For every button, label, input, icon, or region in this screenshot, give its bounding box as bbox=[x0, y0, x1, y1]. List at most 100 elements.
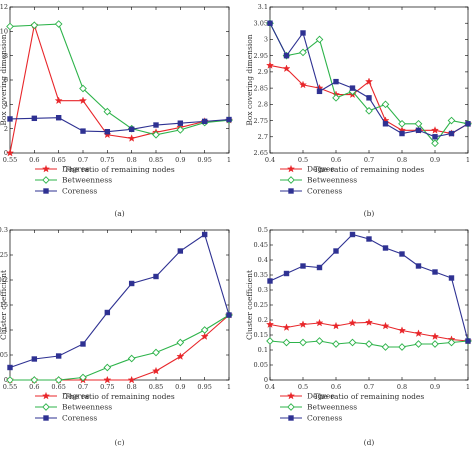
data-point-coreness bbox=[104, 129, 111, 135]
data-point-degree bbox=[6, 148, 14, 157]
data-point-betweenness bbox=[30, 376, 39, 384]
data-point-degree bbox=[54, 96, 63, 105]
x-tick-label: 0.85 bbox=[149, 156, 163, 164]
data-point-betweenness bbox=[282, 338, 291, 347]
y-tick-label: 0.4 bbox=[258, 256, 268, 264]
series-coreness bbox=[267, 231, 471, 344]
y-tick-label: 3 bbox=[264, 36, 268, 44]
legend-marker bbox=[42, 164, 50, 173]
data-point-betweenness bbox=[398, 119, 406, 128]
data-point-coreness bbox=[333, 248, 339, 254]
series-coreness bbox=[7, 115, 232, 135]
data-point-degree bbox=[381, 321, 390, 330]
legend-label: Degree bbox=[62, 165, 90, 174]
data-point-betweenness bbox=[414, 119, 423, 128]
series-line-betweenness bbox=[10, 314, 230, 381]
data-point-coreness bbox=[300, 30, 306, 36]
y-tick-label: 0.5 bbox=[258, 226, 268, 234]
panel-label: (c) bbox=[114, 438, 124, 447]
y-tick-label: 0.1 bbox=[258, 346, 268, 354]
series-betweenness bbox=[6, 311, 233, 384]
data-point-degree bbox=[103, 375, 112, 384]
legend-label: Betweenness bbox=[307, 403, 357, 412]
x-tick-label: 0.7 bbox=[364, 156, 374, 164]
data-point-betweenness bbox=[79, 84, 87, 93]
data-point-betweenness bbox=[365, 106, 373, 115]
x-tick-label: 0.9 bbox=[430, 156, 440, 164]
x-tick-label: 0.75 bbox=[100, 383, 114, 391]
x-tick-label: 0.65 bbox=[51, 383, 65, 391]
legend-label: Degree bbox=[62, 392, 90, 401]
x-tick-label: 0.7 bbox=[78, 383, 88, 391]
y-tick-label: 2.65 bbox=[254, 149, 268, 157]
y-tick-label: 8 bbox=[4, 52, 8, 60]
x-tick-label: 0.4 bbox=[265, 156, 275, 164]
x-tick-label: 0.8 bbox=[397, 156, 407, 164]
y-tick-label: 6 bbox=[4, 76, 8, 84]
legend-label: Betweenness bbox=[62, 403, 112, 412]
data-point-betweenness bbox=[79, 373, 87, 382]
x-axis-title: The ratio of remaining nodes bbox=[64, 165, 175, 174]
x-tick-label: 0.65 bbox=[51, 156, 65, 164]
x-tick-label: 0.5 bbox=[298, 383, 308, 391]
data-point-degree bbox=[365, 318, 373, 326]
data-point-betweenness bbox=[398, 343, 406, 351]
data-point-betweenness bbox=[54, 376, 63, 384]
data-point-coreness bbox=[349, 231, 356, 238]
data-point-betweenness bbox=[315, 337, 324, 345]
data-point-betweenness bbox=[6, 376, 14, 384]
legend-marker bbox=[43, 415, 49, 421]
data-point-coreness bbox=[382, 121, 389, 127]
y-tick-label: 0.2 bbox=[0, 276, 8, 284]
data-point-betweenness bbox=[176, 126, 185, 134]
legend-marker bbox=[288, 415, 294, 421]
y-tick-label: 0 bbox=[4, 149, 8, 157]
data-point-coreness bbox=[415, 127, 422, 133]
series-line-betweenness bbox=[9, 23, 230, 136]
data-point-coreness bbox=[448, 275, 455, 281]
y-tick-label: 2.95 bbox=[254, 52, 268, 60]
data-point-betweenness bbox=[348, 338, 357, 347]
x-tick-label: 0.9 bbox=[175, 383, 185, 391]
y-tick-label: 4 bbox=[4, 101, 8, 109]
data-point-betweenness bbox=[365, 340, 373, 348]
y-tick-label: 2.8 bbox=[258, 101, 268, 109]
y-tick-label: 10 bbox=[0, 28, 8, 36]
data-point-coreness bbox=[415, 263, 422, 269]
data-point-coreness bbox=[177, 248, 184, 254]
data-point-degree bbox=[266, 320, 274, 328]
plot-frame bbox=[9, 6, 230, 154]
y-tick-label: 0.25 bbox=[254, 301, 268, 309]
data-point-coreness bbox=[465, 121, 471, 127]
data-point-degree bbox=[431, 126, 439, 134]
data-point-coreness bbox=[267, 20, 273, 26]
legend: Degree Betweenness Coreness bbox=[35, 165, 112, 196]
data-point-betweenness bbox=[266, 337, 274, 345]
y-tick-label: 2.9 bbox=[258, 68, 268, 76]
chart-panel-4: 0.4 0.5 0.6 0.7 0.8 0.9 1 0 0.05 0.1 0.15 0.2 0.25 0.… bbox=[245, 226, 472, 447]
legend-label: Degree bbox=[307, 165, 335, 174]
data-point-coreness bbox=[267, 278, 273, 284]
x-tick-label: 1 bbox=[466, 383, 470, 391]
series-betweenness bbox=[6, 20, 233, 139]
data-point-betweenness bbox=[152, 348, 160, 357]
panel-label: (b) bbox=[364, 209, 375, 218]
data-point-betweenness bbox=[103, 363, 112, 372]
y-tick-label: 0.2 bbox=[258, 316, 268, 324]
data-point-betweenness bbox=[6, 22, 14, 31]
data-point-coreness bbox=[80, 341, 86, 347]
data-point-coreness bbox=[201, 118, 208, 125]
data-point-coreness bbox=[153, 122, 159, 128]
data-point-coreness bbox=[55, 115, 62, 121]
panel-label: (d) bbox=[364, 438, 375, 447]
y-tick-label: 0.15 bbox=[0, 301, 8, 309]
y-axis-title: Cluster coefficient bbox=[0, 270, 8, 340]
x-tick-label: 1 bbox=[227, 156, 231, 164]
data-point-betweenness bbox=[332, 340, 340, 348]
x-tick-label: 0.7 bbox=[364, 383, 374, 391]
data-point-degree bbox=[348, 318, 357, 327]
data-point-coreness bbox=[226, 116, 232, 123]
data-point-degree bbox=[431, 332, 439, 340]
data-point-coreness bbox=[201, 231, 208, 238]
x-tick-label: 0.55 bbox=[3, 156, 17, 164]
